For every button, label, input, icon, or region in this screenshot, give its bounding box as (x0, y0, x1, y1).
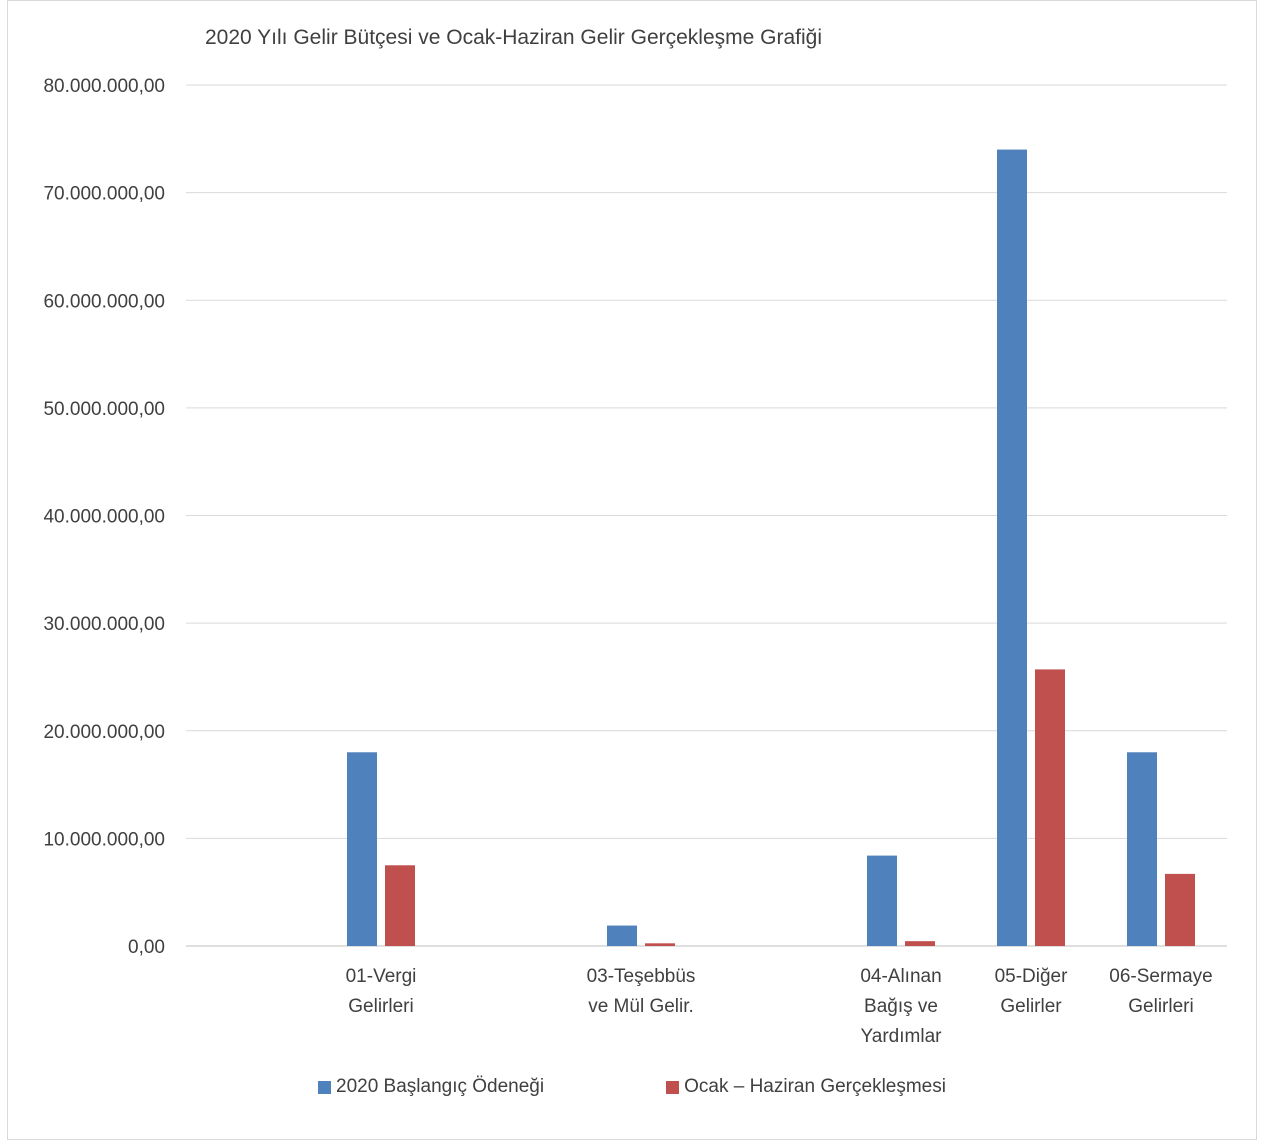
bar-chart: 0,00 10.000.000,00 20.000.000,00 30.000.000… (43, 76, 1227, 1047)
y-tick-label: 60.000.000,00 (43, 291, 165, 312)
bar-realized (1035, 669, 1065, 946)
bar-budget (867, 855, 897, 946)
legend-item-budget: 2020 Başlangıç Ödeneği (318, 1076, 544, 1098)
x-tick-label: 05-Diğer (995, 966, 1069, 987)
x-tick-label: ve Mül Gelir. (588, 996, 694, 1017)
x-tick-label: Gelirler (1000, 996, 1062, 1017)
bar-realized (1165, 873, 1195, 946)
x-tick-label: 03-Teşebbüs (587, 966, 696, 987)
legend-swatch-realized (666, 1080, 680, 1094)
x-tick-label: Gelirleri (348, 996, 413, 1017)
legend-label-budget: 2020 Başlangıç Ödeneği (336, 1076, 545, 1097)
x-tick-label: Gelirleri (1128, 996, 1193, 1017)
legend-item-realized: Ocak – Haziran Gerçekleşmesi (588, 1076, 946, 1098)
bar-realized (645, 943, 675, 946)
x-tick-label: 01-Vergi (346, 966, 417, 987)
legend: 2020 Başlangıç Ödeneği Ocak – Haziran Ge… (0, 1076, 1264, 1098)
bar-realized (385, 865, 415, 946)
bar-budget (997, 149, 1027, 946)
y-tick-label: 70.000.000,00 (43, 184, 165, 205)
y-tick-label: 30.000.000,00 (43, 614, 165, 635)
bar-budget (347, 752, 377, 946)
legend-label-realized: Ocak – Haziran Gerçekleşmesi (684, 1076, 946, 1097)
bar-realized (905, 941, 935, 946)
x-tick-label: Bağış ve (864, 996, 938, 1017)
x-tick-label: 06-Sermaye (1109, 966, 1213, 987)
legend-swatch-budget (318, 1080, 331, 1094)
y-tick-label: 50.000.000,00 (43, 399, 165, 420)
bar-budget (607, 925, 637, 946)
chart-frame (7, 0, 1257, 1140)
x-tick-label: Yardımlar (861, 1026, 943, 1047)
y-tick-label: 20.000.000,00 (43, 722, 165, 743)
y-tick-label: 80.000.000,00 (43, 76, 165, 97)
bar-budget (1127, 752, 1157, 946)
y-tick-label: 40.000.000,00 (43, 507, 165, 528)
y-tick-label: 0,00 (128, 937, 165, 958)
chart-title: 2020 Yılı Gelir Bütçesi ve Ocak-Haziran … (205, 26, 822, 49)
y-tick-label: 10.000.000,00 (43, 829, 165, 850)
x-tick-label: 04-Alınan (860, 966, 941, 987)
